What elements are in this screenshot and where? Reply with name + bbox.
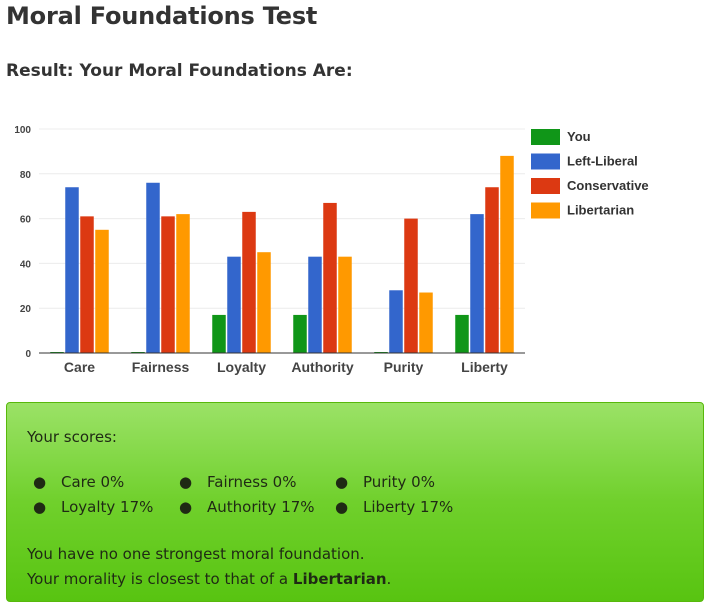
bullet-icon: ● xyxy=(179,498,193,516)
bullet-icon: ● xyxy=(33,498,47,516)
bullet-icon: ● xyxy=(335,498,349,516)
page-title: Moral Foundations Test xyxy=(6,2,318,30)
bar-care-conservative xyxy=(80,216,94,353)
bar-fairness-left-liberal xyxy=(146,182,160,353)
x-category-label: Care xyxy=(64,359,95,375)
bar-fairness-conservative xyxy=(161,216,175,353)
bar-authority-you xyxy=(293,314,307,353)
summary-line-1: You have no one strongest moral foundati… xyxy=(27,545,365,563)
bar-loyalty-libertarian xyxy=(257,252,271,353)
legend-label: Conservative xyxy=(567,178,649,193)
bar-authority-left-liberal xyxy=(308,256,322,353)
bar-loyalty-left-liberal xyxy=(227,256,241,353)
x-category-label: Liberty xyxy=(461,359,508,375)
bullet-icon: ● xyxy=(33,473,47,491)
bullet-icon: ● xyxy=(179,473,193,491)
bar-liberty-left-liberal xyxy=(470,214,484,353)
y-tick-label: 100 xyxy=(14,125,31,136)
moral-foundations-bar-chart: 0 20 40 60 80 100 Care Fairness Loyalty Authority… xyxy=(14,125,649,375)
y-tick-label: 40 xyxy=(20,259,32,270)
summary-line-2: Your morality is closest to that of a Li… xyxy=(27,570,392,588)
bar-fairness-libertarian xyxy=(176,214,190,353)
y-tick-label: 60 xyxy=(20,215,32,226)
x-category-label: Authority xyxy=(291,359,353,375)
x-category-label: Loyalty xyxy=(217,359,266,375)
legend-label: You xyxy=(567,129,591,144)
legend-label: Libertarian xyxy=(567,203,634,218)
x-category-label: Fairness xyxy=(132,359,190,375)
bar-care-libertarian xyxy=(95,229,109,353)
legend-swatch-you xyxy=(531,129,560,145)
legend-swatch-libertarian xyxy=(531,202,560,219)
summary-text: You have no one strongest moral foundati… xyxy=(27,542,391,592)
bar-liberty-libertarian xyxy=(500,155,514,353)
legend-swatch-conservative xyxy=(531,178,560,194)
bar-authority-conservative xyxy=(323,202,337,353)
legend-label: Left-Liberal xyxy=(567,154,638,169)
bar-purity-conservative xyxy=(404,218,418,353)
bar-loyalty-you xyxy=(212,314,226,353)
bullet-icon: ● xyxy=(335,473,349,491)
bar-purity-libertarian xyxy=(419,292,433,353)
scores-label: Your scores: xyxy=(27,428,117,446)
bar-purity-left-liberal xyxy=(389,290,403,353)
bar-liberty-you xyxy=(455,314,469,353)
bar-liberty-conservative xyxy=(485,187,499,353)
y-tick-label: 80 xyxy=(20,170,32,181)
y-tick-label: 20 xyxy=(20,304,32,315)
y-tick-label: 0 xyxy=(25,349,31,360)
bar-authority-libertarian xyxy=(338,256,352,353)
result-heading: Result: Your Moral Foundations Are: xyxy=(6,61,353,81)
closest-group: Libertarian xyxy=(292,570,387,588)
legend-swatch-left-liberal xyxy=(531,153,560,170)
bar-care-left-liberal xyxy=(65,187,79,353)
x-category-label: Purity xyxy=(384,359,424,375)
bar-loyalty-conservative xyxy=(242,211,256,353)
scores-panel: Your scores: ● Care 0% ● Fairness 0% ● P… xyxy=(6,402,704,602)
